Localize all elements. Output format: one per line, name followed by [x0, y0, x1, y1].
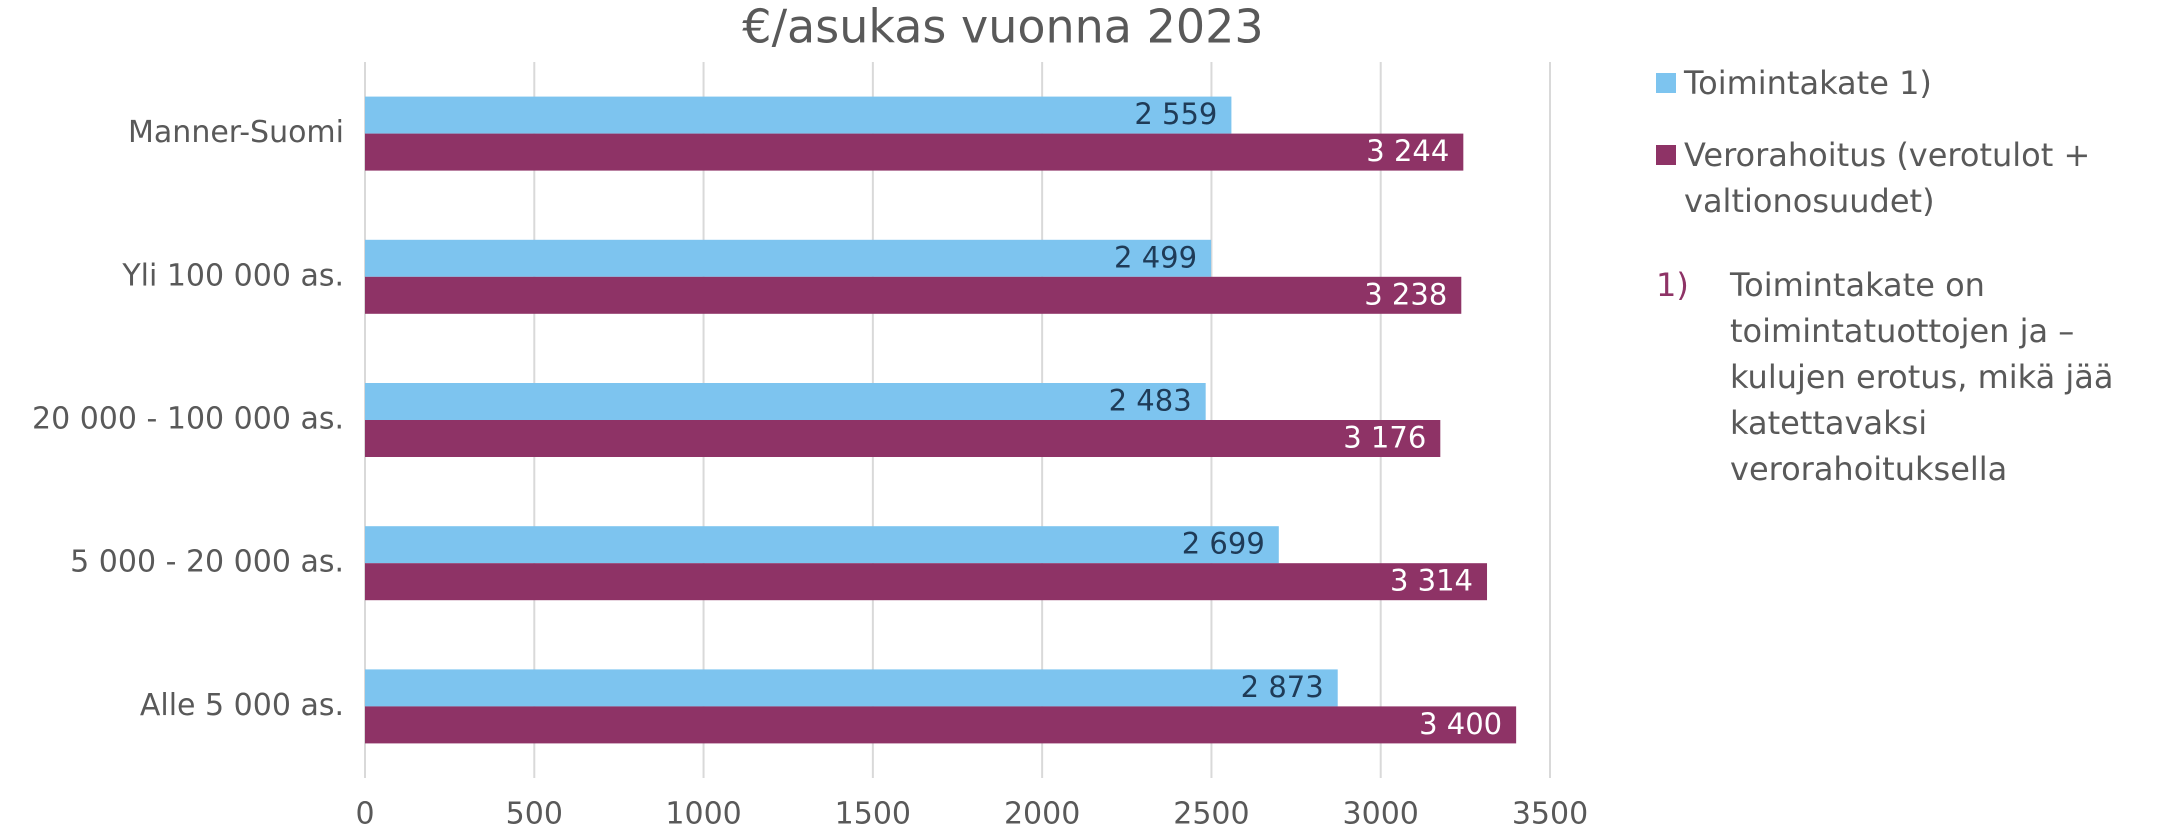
data-label: 3 176 [1343, 421, 1426, 455]
x-tick-label: 3000 [1343, 797, 1419, 826]
y-tick-label: 5 000 - 20 000 as. [70, 545, 344, 580]
data-label: 3 314 [1390, 564, 1473, 598]
y-tick-label: 20 000 - 100 000 as. [32, 402, 344, 437]
data-label: 3 244 [1366, 134, 1449, 168]
x-tick-label: 2500 [1173, 797, 1249, 826]
y-tick-label: Manner-Suomi [128, 115, 344, 150]
bar [365, 383, 1206, 420]
bar [365, 133, 1464, 171]
bar [365, 276, 1462, 314]
legend-swatch [1656, 73, 1676, 93]
chart-title: €/asukas vuonna 2023 [742, 0, 1263, 54]
y-tick-label: Yli 100 000 as. [121, 258, 344, 293]
data-label: 2 499 [1114, 240, 1197, 274]
note-marker: 1) [1656, 266, 1689, 304]
note: 1) Toimintakate on toimintatuottojen ja … [1656, 262, 2154, 492]
data-label: 2 483 [1109, 384, 1192, 418]
bar [365, 563, 1488, 601]
data-label: 3 238 [1364, 277, 1447, 311]
x-tick-label: 1500 [835, 797, 911, 826]
bar [365, 526, 1279, 564]
legend-label: Toimintakate 1) [1684, 64, 1932, 102]
x-tick-label: 500 [506, 797, 563, 826]
legend-label: Verorahoitus (verotulot + valtionosuudet… [1684, 136, 2091, 220]
note-text: Toimintakate on toimintatuottojen ja –ku… [1730, 266, 2114, 488]
x-tick-label: 1000 [665, 797, 741, 826]
legend-swatch [1656, 145, 1676, 165]
legend-item: Verorahoitus (verotulot + valtionosuudet… [1656, 132, 2154, 224]
legend: Toimintakate 1) Verorahoitus (verotulot +… [1656, 60, 2154, 492]
data-label: 2 699 [1182, 527, 1265, 561]
legend-item: Toimintakate 1) [1656, 60, 2154, 106]
bar [365, 96, 1232, 134]
bar [365, 706, 1517, 744]
bar [365, 420, 1441, 457]
x-tick-label: 2000 [1004, 797, 1080, 826]
data-label: 2 559 [1134, 97, 1217, 131]
data-label: 2 873 [1241, 670, 1324, 704]
bar [365, 669, 1338, 707]
chart: €/asukas vuonna 2023 0 500 1000 1500 2000 250… [32, 0, 1588, 826]
bar [365, 239, 1212, 277]
y-tick-label: Alle 5 000 as. [140, 688, 344, 723]
x-tick-label: 0 [355, 797, 374, 826]
data-label: 3 400 [1419, 707, 1502, 741]
x-tick-label: 3500 [1512, 797, 1588, 826]
